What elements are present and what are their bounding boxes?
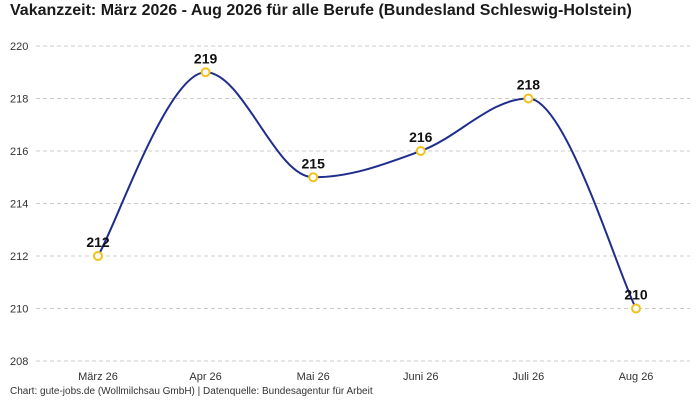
- data-label: 210: [624, 287, 648, 303]
- data-point: [415, 146, 426, 156]
- y-tick-label: 210: [10, 304, 28, 316]
- x-axis-ticks: März 26 Apr 26 Mai 26 Juni 26 Juli 26 Aug 26: [78, 371, 653, 383]
- x-tick-label: Mai 26: [297, 371, 330, 383]
- chart-title: Vakanzzeit: März 2026 - Aug 2026 für all…: [10, 2, 632, 19]
- series-line: [97, 71, 637, 309]
- y-tick-label: 214: [10, 199, 28, 211]
- x-tick-label: Apr 26: [189, 371, 221, 383]
- y-tick-label: 208: [10, 356, 28, 368]
- x-tick-label: Aug 26: [619, 371, 654, 383]
- y-axis-ticks: 208 210 212 214 216 218 220: [10, 41, 28, 368]
- data-point: [523, 93, 534, 104]
- data-label: 216: [409, 129, 433, 145]
- x-tick-label: Juli 26: [513, 371, 545, 383]
- data-point: [200, 67, 211, 78]
- y-tick-label: 212: [10, 251, 28, 263]
- y-tick-label: 218: [10, 94, 28, 106]
- data-label: 212: [86, 234, 110, 250]
- y-tick-label: 220: [10, 41, 28, 53]
- data-point: [631, 303, 641, 314]
- grid-layer: [36, 45, 690, 362]
- data-label: 215: [302, 155, 326, 171]
- data-point: [308, 172, 319, 183]
- data-label: 219: [194, 50, 218, 66]
- data-points: [93, 67, 641, 314]
- y-tick-label: 216: [10, 146, 28, 158]
- x-tick-label: März 26: [78, 371, 118, 383]
- chart-footer-source: Chart: gute-jobs.de (Wollmilchsau GmbH) …: [10, 386, 373, 397]
- data-labels: 212 219 215 216 218 210: [86, 50, 648, 302]
- x-tick-label: Juni 26: [403, 371, 438, 383]
- data-point: [93, 251, 103, 261]
- data-label: 218: [517, 77, 541, 93]
